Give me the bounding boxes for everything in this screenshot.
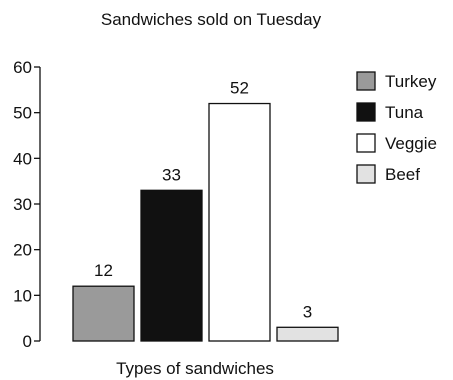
bar-veggie — [208, 102, 271, 342]
y-tick-label-10: 10 — [13, 286, 32, 305]
bar-turkey — [72, 285, 135, 342]
legend-label-turkey: Turkey — [385, 72, 437, 91]
y-tick-label-60: 60 — [13, 58, 32, 77]
y-axis: 0 10 20 30 40 50 60 — [13, 58, 41, 351]
legend-swatch-tuna — [356, 102, 376, 122]
y-tick-label-20: 20 — [13, 241, 32, 260]
chart-title: Sandwiches sold on Tuesday — [101, 10, 322, 29]
y-tick-label-30: 30 — [13, 195, 32, 214]
data-label-tuna: 33 — [162, 165, 181, 184]
data-label-beef: 3 — [303, 302, 312, 321]
bar-beef — [276, 326, 339, 342]
x-axis-label: Types of sandwiches — [116, 359, 274, 378]
bars — [72, 102, 339, 342]
legend-swatch-veggie — [356, 133, 376, 153]
data-label-veggie: 52 — [230, 79, 249, 98]
legend-label-tuna: Tuna — [385, 103, 424, 122]
data-label-turkey: 12 — [94, 261, 113, 280]
y-tick-label-50: 50 — [13, 104, 32, 123]
legend-label-beef: Beef — [385, 165, 420, 184]
legend-swatch-beef — [356, 164, 376, 184]
legend: Turkey Tuna Veggie Beef — [356, 71, 437, 184]
legend-swatch-turkey — [356, 71, 376, 91]
y-tick-label-40: 40 — [13, 149, 32, 168]
bar-tuna — [140, 189, 203, 342]
data-labels: 12 33 52 3 — [94, 79, 312, 322]
y-tick-label-0: 0 — [23, 332, 32, 351]
legend-label-veggie: Veggie — [385, 134, 437, 153]
